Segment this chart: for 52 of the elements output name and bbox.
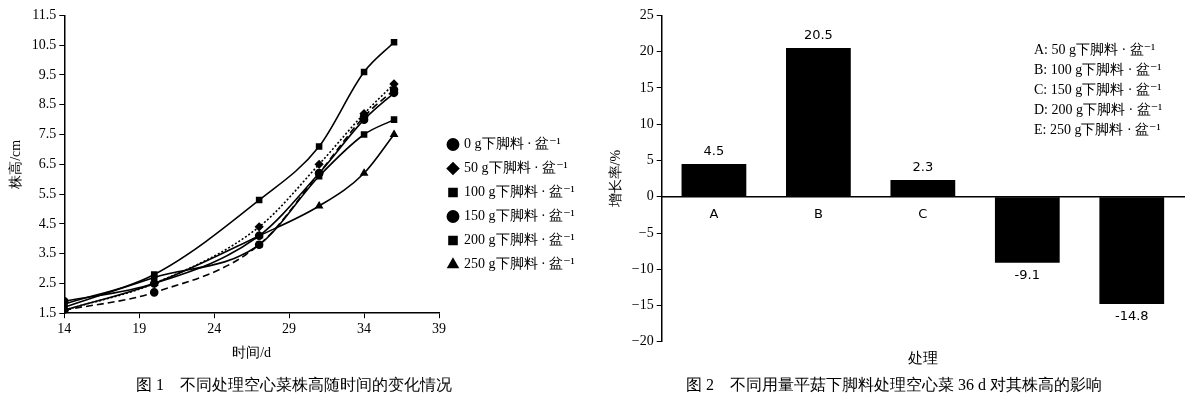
annotation: B: 100 g下脚料 · 盆⁻¹ [1034,62,1162,78]
y-tick-label: 25 [639,7,654,23]
data-label: -9.1 [1014,266,1040,282]
x-tick-label: C [918,205,928,221]
y-tick-label: 4.5 [38,215,57,231]
y-tick-label: 7.5 [38,126,57,142]
y-tick-label: 20 [639,43,654,59]
y-tick-label: 10.5 [31,36,57,52]
data-label: 20.5 [803,26,833,42]
y-tick-label: 1.5 [38,304,57,320]
y-tick-label: 9.5 [38,66,57,82]
y-tick-label: 10 [639,115,654,131]
y-tick-label: 5.5 [38,185,57,201]
y-tick-label: 0 [646,188,654,204]
x-tick-label: B [813,205,823,221]
data-label: -14.8 [1114,307,1149,323]
y-axis-title: 株高/cm [8,139,24,190]
x-tick-label: 34 [357,321,372,337]
x-tick-label: 19 [132,321,147,337]
y-axis-title: 增长率/% [608,149,624,209]
annotation: E: 250 g下脚料 · 盆⁻¹ [1034,122,1161,138]
text: 图 1 不同处理空心菜株高随时间的变化情况 [136,375,452,393]
y-tick-label: 3.5 [38,245,57,261]
legend-label: 200 g下脚料 · 盆⁻¹ [464,232,575,248]
y-tick-label: 15 [639,79,654,95]
y-tick-label: 6.5 [38,155,57,171]
x-tick-label: 39 [432,321,446,337]
x-axis-title: 时间/d [232,345,272,361]
text: 图 2 不同用量平菇下脚料处理空心菜 36 d 对其株高的影响 [686,375,1102,393]
y-tick-label: 11.5 [32,7,57,23]
legend-label: 0 g下脚料 · 盆⁻¹ [464,136,561,152]
y-tick-label: 8.5 [38,96,57,112]
y-tick-label: 2.5 [38,275,57,291]
legend-label: 250 g下脚料 · 盆⁻¹ [464,256,575,272]
x-tick-label: 14 [57,321,72,337]
y-tick-label: −15 [631,297,654,313]
x-axis-title: 处理 [907,350,938,367]
annotation: C: 150 g下脚料 · 盆⁻¹ [1034,82,1162,98]
annotation: D: 200 g下脚料 · 盆⁻¹ [1034,102,1163,118]
legend-label: 100 g下脚料 · 盆⁻¹ [464,184,575,200]
x-tick-label: A [709,205,719,221]
x-tick-label: 29 [282,321,297,337]
annotation: A: 50 g下脚料 · 盆⁻¹ [1034,42,1156,58]
data-label: 2.3 [912,158,934,174]
data-label: 4.5 [703,142,725,158]
x-tick-label: 24 [207,321,222,337]
y-tick-label: 5 [646,152,654,168]
legend-label: 50 g下脚料 · 盆⁻¹ [464,160,568,176]
y-tick-label: −5 [638,224,654,240]
legend-label: 150 g下脚料 · 盆⁻¹ [464,208,575,224]
y-tick-label: −10 [631,260,654,276]
y-tick-label: −20 [631,333,654,349]
